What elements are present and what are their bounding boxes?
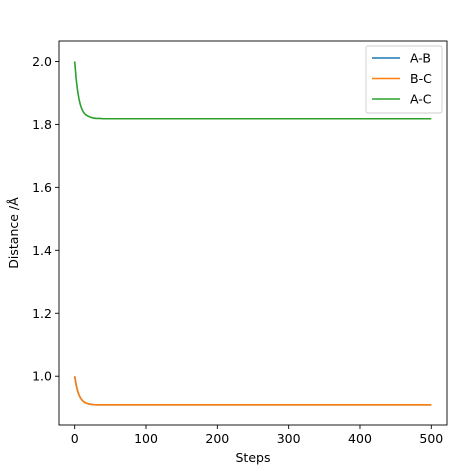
x-tick-label: 0: [71, 431, 79, 446]
x-axis-ticks: 0 100 200 300 400 500: [71, 425, 443, 446]
plot-frame: [58, 40, 448, 426]
y-tick-label: 1.0: [32, 369, 52, 384]
series-layer: [73, 61, 432, 406]
legend-label-a-b: A-B: [410, 51, 431, 66]
series-line-a-b: [73, 376, 432, 406]
series-line-b-c: [73, 376, 432, 406]
x-tick-label: 500: [419, 431, 443, 446]
y-tick-label: 1.8: [32, 117, 52, 132]
series-line-a-c: [73, 61, 432, 120]
y-tick-label: 1.2: [32, 306, 52, 321]
y-axis-ticks: 1.0 1.2 1.4 1.6 1.8 2.0: [32, 54, 59, 384]
y-tick-label: 1.6: [32, 180, 52, 195]
y-tick-label: 2.0: [32, 54, 52, 69]
x-tick-label: 300: [277, 431, 301, 446]
legend-label-a-c: A-C: [410, 92, 432, 107]
x-tick-label: 400: [348, 431, 372, 446]
x-axis-label: Steps: [236, 450, 271, 465]
x-tick-label: 100: [134, 431, 158, 446]
y-axis-label: Distance /Å: [6, 197, 21, 269]
y-tick-label: 1.4: [32, 243, 52, 258]
legend-label-b-c: B-C: [410, 71, 432, 86]
x-tick-label: 200: [205, 431, 229, 446]
legend: A-B B-C A-C: [365, 45, 443, 114]
legend-box: [365, 45, 443, 114]
